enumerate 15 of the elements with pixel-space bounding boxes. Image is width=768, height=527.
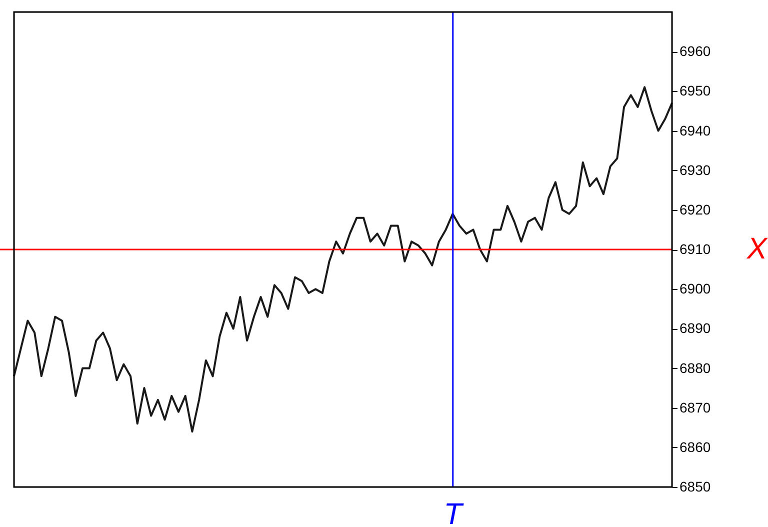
y-tick-label: 6930	[680, 162, 711, 178]
y-tick-label: 6850	[680, 478, 711, 494]
y-tick-label: 6910	[680, 241, 711, 257]
y-tick-label: 6940	[680, 122, 711, 138]
ref-line-label: X	[746, 232, 768, 266]
text: T	[444, 498, 465, 527]
y-tick-label: 6890	[680, 320, 711, 336]
y-tick-label: 6880	[680, 360, 711, 376]
y-tick-label: 6860	[680, 438, 711, 455]
y-tick-label: 6900	[680, 280, 711, 297]
y-tick-label: 6950	[680, 82, 711, 99]
line-series	[13, 86, 673, 433]
y-tick-label: 6920	[680, 201, 711, 218]
y-tick-label: 6870	[680, 399, 711, 416]
y-tick-label: 6960	[680, 43, 711, 60]
